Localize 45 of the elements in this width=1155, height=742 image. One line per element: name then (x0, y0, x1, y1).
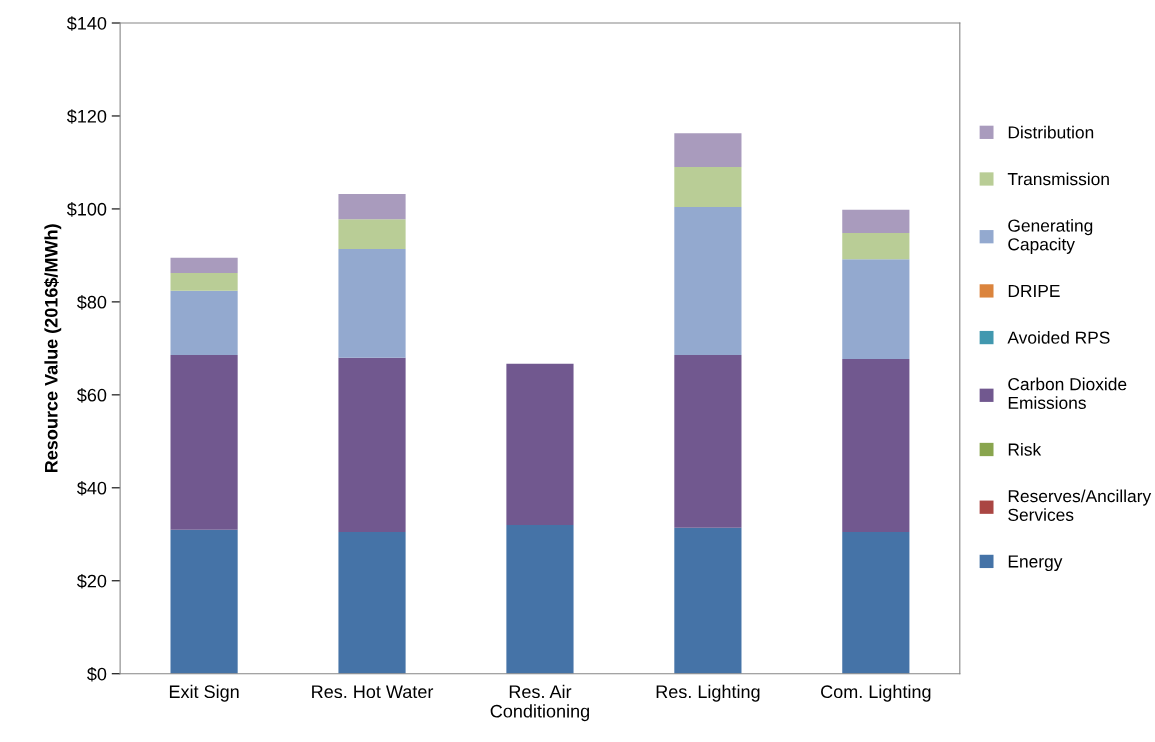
bar (338, 248, 406, 358)
legend-label: Distribution (1008, 125, 1094, 139)
bar (338, 531, 406, 674)
bar (506, 525, 574, 674)
x-tick-label: Com. Lighting (821, 684, 931, 702)
y-tick-label: $120 (66, 109, 107, 124)
bar (842, 359, 910, 532)
bar (842, 233, 910, 260)
bar (674, 167, 742, 208)
x-tick-label: Res. Lighting (656, 684, 760, 702)
y-tick-label: $80 (77, 295, 107, 310)
bar (674, 354, 742, 528)
bar (674, 527, 742, 674)
x-tick-label: Res. Hot Water (312, 685, 434, 699)
y-tick-label: $60 (77, 388, 107, 403)
bar (674, 207, 742, 355)
legend-label: Energy (1008, 555, 1063, 572)
bar (842, 209, 910, 234)
y-tick-label: $0 (87, 666, 107, 682)
x-tick-label: Exit Sign (169, 684, 239, 702)
y-tick-label: $20 (77, 573, 107, 589)
legend-label: DRIPE (1008, 285, 1060, 297)
bar (170, 273, 238, 291)
bar (338, 357, 406, 532)
bar (170, 354, 238, 530)
bar (170, 290, 238, 355)
bar (170, 529, 238, 674)
y-axis-title: Resource Value (2016$/MWh) (44, 224, 62, 473)
bar (338, 194, 406, 220)
bar (506, 363, 574, 525)
bar (338, 219, 406, 249)
legend-label: Transmission (1007, 172, 1109, 186)
bar (842, 531, 910, 674)
bar (842, 259, 910, 360)
legend-label: Risk (1008, 442, 1042, 456)
bar (170, 257, 238, 274)
legend-label: Reserves/Ancillary Services (1008, 489, 1152, 521)
x-tick-label: Res. Air Conditioning (490, 684, 589, 722)
legend-label: Carbon Dioxide Emissions (1008, 377, 1127, 410)
bar (674, 133, 742, 168)
y-tick-label: $100 (66, 202, 107, 217)
y-tick-label: $40 (77, 480, 107, 496)
legend-label: Generating Capacity (1008, 219, 1093, 254)
legend-label: Avoided RPS (1007, 331, 1110, 344)
y-tick-label: $140 (66, 16, 107, 31)
